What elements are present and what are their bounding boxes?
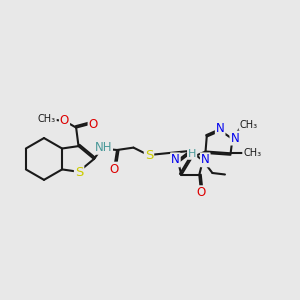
Text: O: O: [110, 163, 119, 176]
Text: N: N: [230, 132, 239, 145]
Text: S: S: [145, 149, 153, 162]
Text: N: N: [171, 153, 180, 167]
Text: H: H: [188, 149, 196, 159]
Text: CH₃: CH₃: [239, 120, 258, 130]
Text: O: O: [196, 186, 206, 199]
Text: N: N: [201, 153, 210, 167]
Text: O: O: [60, 114, 69, 127]
Text: CH₃: CH₃: [38, 114, 56, 124]
Text: N: N: [216, 122, 224, 135]
Text: S: S: [75, 166, 83, 179]
Text: CH₃: CH₃: [243, 148, 261, 158]
Text: O: O: [88, 118, 98, 130]
Text: NH: NH: [94, 141, 112, 154]
